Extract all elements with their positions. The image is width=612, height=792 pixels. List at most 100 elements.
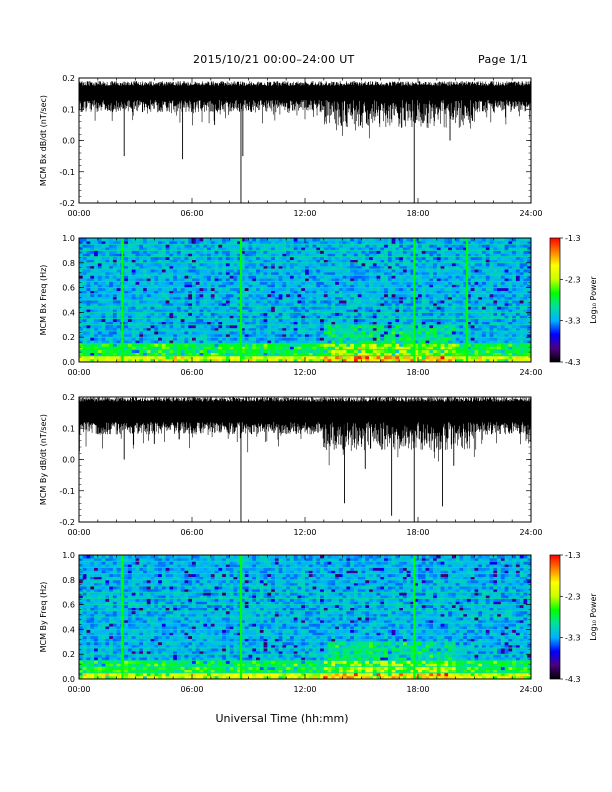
spectrogram-cell xyxy=(508,247,513,251)
spectrogram-cell xyxy=(406,334,411,338)
spectrogram-cell xyxy=(256,293,261,298)
spectrogram-cell xyxy=(297,256,302,260)
spectrogram-cell xyxy=(380,238,385,242)
spectrogram-cell xyxy=(425,337,430,341)
spectrogram-cell xyxy=(165,238,170,242)
spectrogram-cell xyxy=(289,259,294,264)
spectrogram-cell xyxy=(259,244,264,248)
spectrogram-cell xyxy=(406,315,411,319)
spectrogram-cell xyxy=(214,262,219,267)
spectrogram-cell xyxy=(308,244,313,248)
spectrogram-cell xyxy=(357,262,362,267)
spectrogram-cell xyxy=(395,331,400,335)
spectrogram-cell xyxy=(357,349,362,353)
spectrogram-cell xyxy=(135,278,140,282)
spectrogram-cell xyxy=(335,352,340,357)
spectrogram-cell xyxy=(485,306,490,310)
spectrogram-cell xyxy=(176,355,181,360)
spectrogram-cell xyxy=(282,300,287,304)
spectrogram-cell xyxy=(161,269,166,273)
spectrogram-cell xyxy=(135,250,140,254)
spectrogram-cell xyxy=(504,269,509,273)
spectrogram-cell xyxy=(515,262,520,267)
spectrogram-cell xyxy=(500,281,505,285)
spectrogram-cell xyxy=(169,343,174,347)
spectrogram-cell xyxy=(323,272,328,276)
spectrogram-cell xyxy=(410,287,415,291)
spectrogram-cell xyxy=(169,247,174,251)
spectrogram-cell xyxy=(225,303,230,307)
spectrogram-cell xyxy=(195,331,200,335)
spectrogram-cell xyxy=(229,259,234,264)
spectrogram-cell xyxy=(161,250,166,254)
spectrogram-cell xyxy=(218,293,223,298)
spectrogram-cell xyxy=(365,343,370,347)
spectrogram-cell xyxy=(90,300,95,304)
spectrogram-cell xyxy=(519,321,524,326)
spectrogram-cell xyxy=(154,290,159,295)
spectrogram-cell xyxy=(320,262,325,267)
spectrogram-cell xyxy=(86,287,91,291)
spectrogram-cell xyxy=(301,300,306,304)
spectrogram-cell xyxy=(165,293,170,298)
spectrogram-cell xyxy=(436,290,441,295)
spectrogram-cell xyxy=(207,278,212,282)
spectrogram-cell xyxy=(372,272,377,276)
spectrogram-cell xyxy=(391,238,396,242)
spectrogram-cell xyxy=(327,287,332,291)
spectrogram-cell xyxy=(225,262,230,267)
spectrogram-cell xyxy=(222,290,227,295)
spectrogram-cell xyxy=(372,278,377,282)
spectrogram-cell xyxy=(305,238,310,242)
spectrogram-cell xyxy=(301,324,306,329)
spectrogram-cell xyxy=(252,324,257,329)
spectrogram-cell xyxy=(97,278,102,282)
spectrogram-cell xyxy=(346,281,351,285)
spectrogram-cell xyxy=(274,358,279,363)
spectrogram-cell xyxy=(448,247,453,251)
spectrogram-cell xyxy=(338,290,343,295)
spectrogram-cell xyxy=(124,275,129,279)
spectrogram-cell xyxy=(240,309,246,313)
spectrogram-cell xyxy=(338,241,343,245)
spectrogram-cell xyxy=(527,293,532,298)
spectrogram-cell xyxy=(169,269,174,273)
spectrogram-cell xyxy=(429,358,434,363)
spectrogram-cell xyxy=(225,275,230,279)
spectrogram-cell xyxy=(346,265,351,270)
spectrogram-cell xyxy=(248,265,253,270)
spectrogram-cell xyxy=(289,318,294,322)
spectrogram-cell xyxy=(399,324,404,329)
spectrogram-cell xyxy=(278,296,283,301)
spectrogram-cell xyxy=(361,293,366,298)
spectrogram-cell xyxy=(353,355,359,360)
spectrogram-cell xyxy=(320,256,325,260)
spectrogram-cell xyxy=(519,337,524,341)
spectrogram-cell xyxy=(143,281,148,285)
spectrogram-cell xyxy=(112,352,117,357)
spectrogram-cell xyxy=(127,343,133,347)
spectrogram-cell xyxy=(312,241,317,245)
spectrogram-cell xyxy=(418,269,423,273)
spectrogram-cell xyxy=(504,256,509,260)
spectrogram-cell xyxy=(112,278,117,282)
spectrogram-cell xyxy=(402,284,407,288)
spectrogram-cell xyxy=(274,309,279,313)
spectrogram-cell xyxy=(131,358,136,363)
spectrogram-cell xyxy=(365,296,370,301)
spectrogram-cell xyxy=(376,265,381,270)
spectrogram-cell xyxy=(384,275,389,279)
spectrogram-cell xyxy=(158,287,163,291)
spectrogram-cell xyxy=(305,303,310,307)
spectrogram-cell xyxy=(271,331,276,335)
spectrogram-cell xyxy=(361,259,366,264)
spectrogram-cell xyxy=(327,253,332,257)
spectrogram-cell xyxy=(372,312,377,316)
spectrogram-cell xyxy=(459,358,464,363)
spectrogram-cell xyxy=(82,241,87,245)
spectrogram-cell xyxy=(127,321,133,326)
spectrogram-cell xyxy=(399,244,404,248)
spectrogram-cell xyxy=(282,334,287,338)
spectrogram-cell xyxy=(116,241,121,245)
spectrogram-cell xyxy=(218,256,223,260)
